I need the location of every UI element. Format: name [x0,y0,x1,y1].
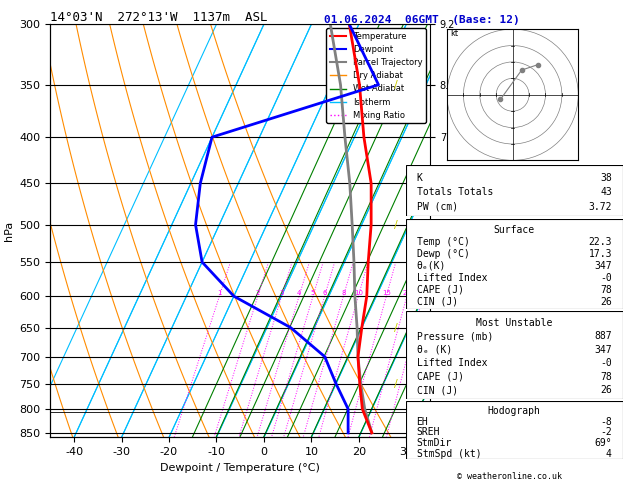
Text: 01.06.2024  06GMT  (Base: 12): 01.06.2024 06GMT (Base: 12) [323,15,520,25]
Text: 3: 3 [279,290,284,296]
Text: © weatheronline.co.uk: © weatheronline.co.uk [457,472,562,481]
Text: CIN (J): CIN (J) [416,385,458,395]
Text: 26: 26 [600,385,612,395]
Text: -2: -2 [600,428,612,437]
Text: 15: 15 [382,290,391,296]
Text: θₑ(K): θₑ(K) [416,260,446,271]
Text: 5: 5 [311,290,315,296]
Text: 78: 78 [600,285,612,295]
Text: Temp (°C): Temp (°C) [416,237,469,247]
Text: 43: 43 [600,187,612,197]
Text: EH: EH [416,417,428,427]
X-axis label: Dewpoint / Temperature (°C): Dewpoint / Temperature (°C) [160,463,320,473]
Text: PW (cm): PW (cm) [416,202,458,212]
Text: /: / [394,379,398,389]
Text: 17.3: 17.3 [588,249,612,259]
Text: -0: -0 [600,358,612,368]
Text: 25: 25 [419,290,428,296]
Text: 6: 6 [323,290,327,296]
Text: Most Unstable: Most Unstable [476,318,552,328]
FancyBboxPatch shape [406,165,623,216]
Text: 2: 2 [255,290,260,296]
Text: CAPE (J): CAPE (J) [416,372,464,382]
Text: 26: 26 [600,296,612,307]
Text: StmDir: StmDir [416,438,452,448]
Text: 887: 887 [594,331,612,341]
Text: 347: 347 [594,345,612,355]
Text: Totals Totals: Totals Totals [416,187,493,197]
Text: Hodograph: Hodograph [487,406,541,416]
FancyBboxPatch shape [406,401,623,459]
Text: kt: kt [450,29,459,38]
Text: 1: 1 [217,290,221,296]
FancyBboxPatch shape [406,311,623,399]
Text: Lifted Index: Lifted Index [416,273,487,283]
Text: CIN (J): CIN (J) [416,296,458,307]
Text: /: / [394,80,398,90]
Text: SREH: SREH [416,428,440,437]
Text: Pressure (mb): Pressure (mb) [416,331,493,341]
Y-axis label: hPa: hPa [4,221,14,241]
Text: 78: 78 [600,372,612,382]
Text: 4: 4 [297,290,301,296]
Text: Dewp (°C): Dewp (°C) [416,249,469,259]
Text: StmSpd (kt): StmSpd (kt) [416,449,481,459]
Text: -8: -8 [600,417,612,427]
Text: 69°: 69° [594,438,612,448]
Text: K: K [416,173,423,183]
Text: /: / [394,220,398,230]
Text: Surface: Surface [494,225,535,235]
Text: 10: 10 [354,290,363,296]
Text: 22.3: 22.3 [588,237,612,247]
Text: /: / [394,323,398,332]
Text: 20: 20 [403,290,411,296]
Text: -0: -0 [600,273,612,283]
Legend: Temperature, Dewpoint, Parcel Trajectory, Dry Adiabat, Wet Adiabat, Isotherm, Mi: Temperature, Dewpoint, Parcel Trajectory… [326,29,426,123]
FancyBboxPatch shape [406,219,623,309]
Text: Lifted Index: Lifted Index [416,358,487,368]
Text: CAPE (J): CAPE (J) [416,285,464,295]
Text: θₑ (K): θₑ (K) [416,345,452,355]
Text: 8: 8 [341,290,346,296]
Text: 3.72: 3.72 [588,202,612,212]
Text: 347: 347 [594,260,612,271]
Text: 38: 38 [600,173,612,183]
Text: 14°03'N  272°13'W  1137m  ASL: 14°03'N 272°13'W 1137m ASL [50,11,268,24]
Y-axis label: km
ASL: km ASL [461,222,482,240]
Text: 4: 4 [606,449,612,459]
Text: LCL: LCL [438,408,453,417]
